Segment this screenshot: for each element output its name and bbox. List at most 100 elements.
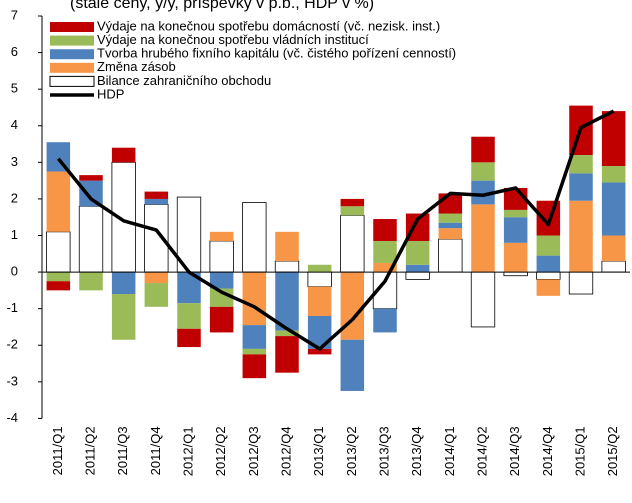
x-tick-label: 2012/Q3 xyxy=(246,426,261,476)
y-tick-label: 5 xyxy=(11,81,18,96)
bar-segment xyxy=(275,272,299,331)
bar-segment xyxy=(405,213,430,241)
legend-swatch xyxy=(50,22,94,32)
bar-segment xyxy=(177,303,201,329)
bar-segment xyxy=(405,240,430,265)
bar-segment xyxy=(111,294,136,340)
bar-segment xyxy=(242,354,267,379)
legend-label: HDP xyxy=(97,86,124,101)
y-tick-label: 1 xyxy=(11,227,18,242)
x-tick-label: 2015/Q1 xyxy=(572,426,587,476)
x-tick-label: 2014/Q2 xyxy=(474,426,489,476)
bar-segment xyxy=(471,136,495,163)
bar-segment xyxy=(536,200,561,236)
bar-segment xyxy=(209,240,234,273)
bar-segment xyxy=(111,272,136,295)
bar-segment xyxy=(470,271,496,328)
bar-segment xyxy=(536,235,561,256)
y-tick-label: -1 xyxy=(6,300,18,315)
bar-segment xyxy=(373,262,397,273)
x-tick-label: 2014/Q4 xyxy=(540,426,555,476)
bar-segment xyxy=(536,279,561,296)
bar-segment xyxy=(46,171,71,232)
x-tick-label: 2015/Q2 xyxy=(605,426,620,476)
bar-segment xyxy=(209,272,234,289)
bar-segment xyxy=(601,182,626,236)
bar-segment xyxy=(373,219,397,241)
legend-swatch xyxy=(49,75,95,87)
bar-segment xyxy=(569,155,593,174)
bar-segment xyxy=(340,272,365,340)
bar-segment xyxy=(46,231,71,273)
y-tick-label: 2 xyxy=(11,190,18,205)
bar-segment xyxy=(307,271,332,288)
bar-segment xyxy=(242,348,267,355)
bar-segment xyxy=(340,214,365,273)
legend-label: Tvorba hrubého fixního kapitálu (vč. čis… xyxy=(97,46,456,61)
x-tick-label: 2012/Q1 xyxy=(180,426,195,476)
bar-segment xyxy=(144,283,169,307)
x-tick-label: 2014/Q1 xyxy=(442,426,457,476)
bar-segment xyxy=(438,228,463,240)
x-tick-label: 2013/Q4 xyxy=(409,426,424,476)
bar-segment xyxy=(569,173,593,201)
chart-title: (stálé ceny, y/y, příspěvky v p.b., HDP … xyxy=(70,0,374,12)
bar-segment xyxy=(503,271,528,277)
bar-segment xyxy=(242,325,267,349)
bar-segment xyxy=(79,175,103,181)
bar-segment xyxy=(79,272,103,291)
bar-segment xyxy=(569,200,593,273)
y-tick-label: 6 xyxy=(11,44,18,59)
legend-swatch xyxy=(50,62,94,73)
x-tick-label: 2014/Q3 xyxy=(507,426,522,476)
x-tick-label: 2013/Q1 xyxy=(311,426,326,476)
bar-segment xyxy=(438,193,463,214)
bar-segment xyxy=(46,272,71,282)
bar-segment xyxy=(177,272,201,304)
bar-segment xyxy=(601,111,626,166)
bar-segment xyxy=(274,260,300,273)
bar-segment xyxy=(601,260,626,273)
bar-segment xyxy=(177,328,201,348)
legend-swatch xyxy=(50,49,94,60)
bar-segment xyxy=(144,272,169,284)
y-tick-label: 0 xyxy=(11,264,18,279)
bar-segment xyxy=(568,271,594,295)
y-tick-label: 7 xyxy=(11,7,18,22)
bar-segment xyxy=(503,217,528,243)
legend: Výdaje na konečnou spotřebu domácností (… xyxy=(49,18,456,101)
bar-segment xyxy=(78,205,104,273)
x-tick-label: 2012/Q4 xyxy=(278,426,293,476)
x-tick-label: 2011/Q1 xyxy=(50,426,65,475)
bar-segment xyxy=(340,206,365,216)
x-tick-label: 2013/Q2 xyxy=(344,426,359,476)
bar-segment xyxy=(307,286,332,316)
bar-segment xyxy=(242,272,267,326)
bar-segment xyxy=(209,306,234,333)
legend-label: Výdaje na konečnou spotřebu domácností (… xyxy=(97,18,440,33)
bar-segment xyxy=(373,308,397,333)
bar-segment xyxy=(471,162,495,181)
bar-segment xyxy=(307,348,332,355)
x-tick-label: 2011/Q3 xyxy=(115,426,130,475)
bar-segment xyxy=(536,271,561,280)
bar-segment xyxy=(405,264,430,273)
bar-segment xyxy=(307,264,332,273)
line-series xyxy=(56,109,615,351)
legend-label: Výdaje na konečnou spotřebu vládních ins… xyxy=(97,32,369,47)
y-tick-label: -3 xyxy=(6,373,18,388)
bar-segment xyxy=(471,180,495,205)
bar-segment xyxy=(307,315,332,349)
bar-segment xyxy=(144,191,169,199)
bar-segment xyxy=(79,180,103,207)
bar-segment xyxy=(601,235,626,262)
bar-segment xyxy=(536,255,561,273)
bar-segment xyxy=(209,231,234,241)
bar-segment xyxy=(503,242,528,273)
bar-segment xyxy=(275,231,299,262)
bar-segment xyxy=(340,198,365,207)
bar-segment xyxy=(340,339,365,391)
bar-segment xyxy=(46,281,71,291)
bar-segment xyxy=(405,271,430,280)
